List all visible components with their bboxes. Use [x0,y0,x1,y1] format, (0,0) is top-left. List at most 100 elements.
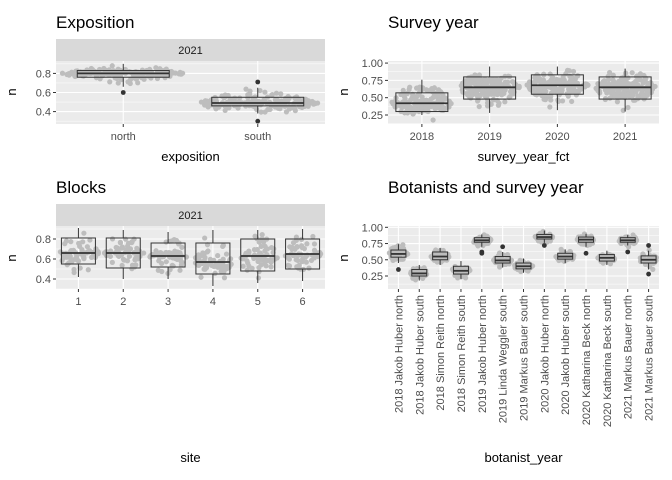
data-point [434,259,440,265]
y-tick-label: 0.25 [362,271,383,283]
data-point [115,80,121,86]
data-point [219,266,225,272]
data-point [476,103,482,110]
box-iqr [60,237,96,265]
y-tick-label: 0.75 [362,75,383,87]
data-point [614,99,621,105]
facet-strip [56,204,325,226]
chart-title: Botanists and survey year [388,178,584,197]
data-point [446,104,452,110]
data-point [275,102,282,108]
jitter-points [57,230,101,276]
box-4 [598,68,652,112]
y-tick-label: 0.75 [362,239,383,251]
data-point [560,74,566,80]
data-point [629,70,635,76]
data-point [66,72,72,78]
y-tick-label: 0.50 [362,255,383,267]
outlier-point [120,90,126,95]
box-8 [536,230,553,248]
x-tick-label: 2020 Katharina Beck south [602,295,614,427]
data-point [147,254,153,260]
data-point [93,246,99,252]
data-point [250,95,256,101]
data-point [283,109,290,115]
data-point [505,79,511,85]
box-2 [105,230,141,279]
data-point [402,96,408,102]
data-point [423,87,429,93]
data-point [566,68,572,74]
data-point [547,71,553,77]
data-point [551,87,557,93]
data-point [175,241,182,247]
data-point [114,247,121,254]
box-3 [150,232,186,279]
data-point [124,243,131,249]
data-point [401,91,407,97]
x-tick-label: 5 [255,296,261,308]
data-point [637,77,643,83]
data-point [175,251,181,257]
x-tick-label: 2020 Jakob Huber north [539,295,551,413]
data-point [407,84,413,90]
chart-title: Exposition [56,13,134,32]
data-point [417,86,423,92]
data-point [429,85,435,92]
data-point [430,117,436,123]
data-point [640,80,646,86]
outlier-point [625,249,631,255]
box-5 [240,230,276,283]
facet-strip-label: 2021 [178,45,202,57]
data-point [268,256,274,263]
data-point [392,244,399,250]
data-point [311,241,318,247]
data-point [129,266,135,272]
jitter-points [389,84,454,123]
box-4 [195,230,231,286]
data-point [510,90,516,96]
x-tick-label: 2021 Markus Bauer south [644,295,656,421]
data-point [568,77,574,83]
data-point [178,258,184,264]
data-point [408,97,414,103]
x-axis-label: botanist_year [484,450,563,465]
data-point [262,259,268,266]
data-point [537,78,543,84]
data-point [297,104,303,110]
chart-panel-4: Botanists and survey year 0.25 0.50 0.75 1.0… [336,178,660,465]
data-point [257,87,263,94]
data-point [66,260,72,266]
box-7 [515,258,532,273]
data-point [559,98,566,104]
data-point [207,256,213,262]
box-iqr [395,92,449,113]
x-tick-label: 6 [300,296,306,308]
data-point [532,90,538,97]
outlier-point [541,243,547,248]
data-point [120,256,127,262]
data-point [468,95,474,101]
data-point [309,98,315,105]
jitter-points [147,237,190,277]
data-point [75,258,82,264]
y-tick-label: 1.00 [362,58,383,70]
data-point [548,97,554,103]
data-point [167,250,174,256]
data-point [419,105,425,111]
outlier-point [646,271,651,277]
data-point [202,254,208,260]
box-6 [285,229,321,281]
data-point [605,76,612,83]
y-axis-label: n [4,88,19,95]
data-point [507,94,513,100]
data-point [255,275,262,281]
data-point [617,82,624,88]
x-tick-label: 2018 Simon Reith north [435,295,447,411]
data-point [644,88,650,95]
data-point [264,246,271,252]
data-point [304,241,310,247]
data-point [287,244,293,250]
data-point [595,88,601,94]
x-tick-label: 2020 [545,131,569,143]
